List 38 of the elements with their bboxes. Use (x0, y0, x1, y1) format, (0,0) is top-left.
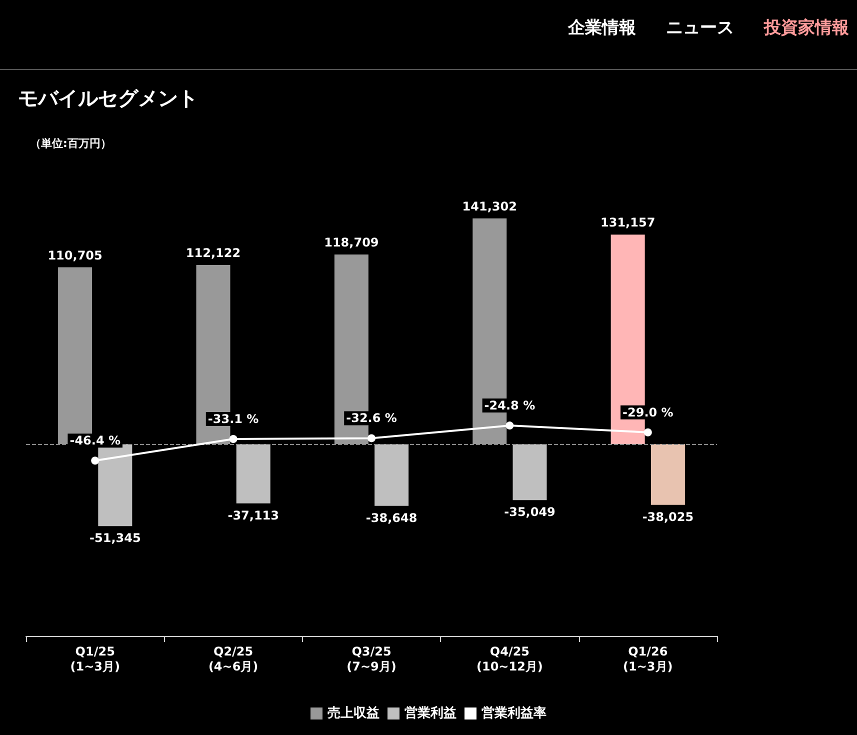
legend-label: 売上収益 (328, 706, 380, 721)
bar (236, 444, 270, 504)
x-tick-label: Q2/25 (4~6月) (208, 644, 258, 674)
x-tick-label: Q4/25 (10~12月) (476, 644, 543, 674)
point (368, 434, 376, 442)
data-label: -46.4 % (70, 434, 120, 448)
data-label: -29.0 % (622, 405, 674, 420)
data-label: -24.8 % (484, 398, 536, 413)
text: 投資家情報 (764, 17, 849, 39)
data-label: -32.6 % (346, 411, 397, 426)
data-label: -51,345 (90, 531, 141, 546)
data-label: -37,113 (228, 508, 280, 522)
legend-label: 営業利益率 (482, 705, 546, 721)
data-label: -38,648 (366, 510, 418, 525)
bar (512, 444, 547, 500)
data-label: 110,705 (48, 248, 102, 262)
data-label: -35,049 (504, 505, 556, 520)
bar (374, 444, 409, 506)
bar (650, 444, 685, 505)
point (91, 456, 100, 465)
data-label: -33.1 % (208, 412, 259, 426)
text: （単位:百万円） (30, 137, 112, 150)
legend-label: 営業利益 (404, 705, 456, 721)
data-label: 118,709 (324, 235, 379, 250)
point (644, 428, 652, 436)
point (506, 422, 514, 430)
x-tick-label: Q1/26 (1~3月) (623, 644, 673, 674)
data-label: 141,302 (462, 199, 517, 214)
data-label: -38,025 (642, 510, 694, 524)
chart-title: モバイルセグメント (18, 85, 198, 112)
data-label: 131,157 (600, 216, 656, 230)
data-label: 112,122 (186, 246, 241, 260)
text: ニュース (666, 17, 734, 39)
bar (98, 444, 132, 526)
point (229, 435, 238, 444)
x-tick-label: Q3/25 (7~9月) (346, 644, 396, 674)
x-tick-label: Q1/25 (1~3月) (70, 644, 120, 674)
text: 企業情報 (568, 17, 636, 39)
